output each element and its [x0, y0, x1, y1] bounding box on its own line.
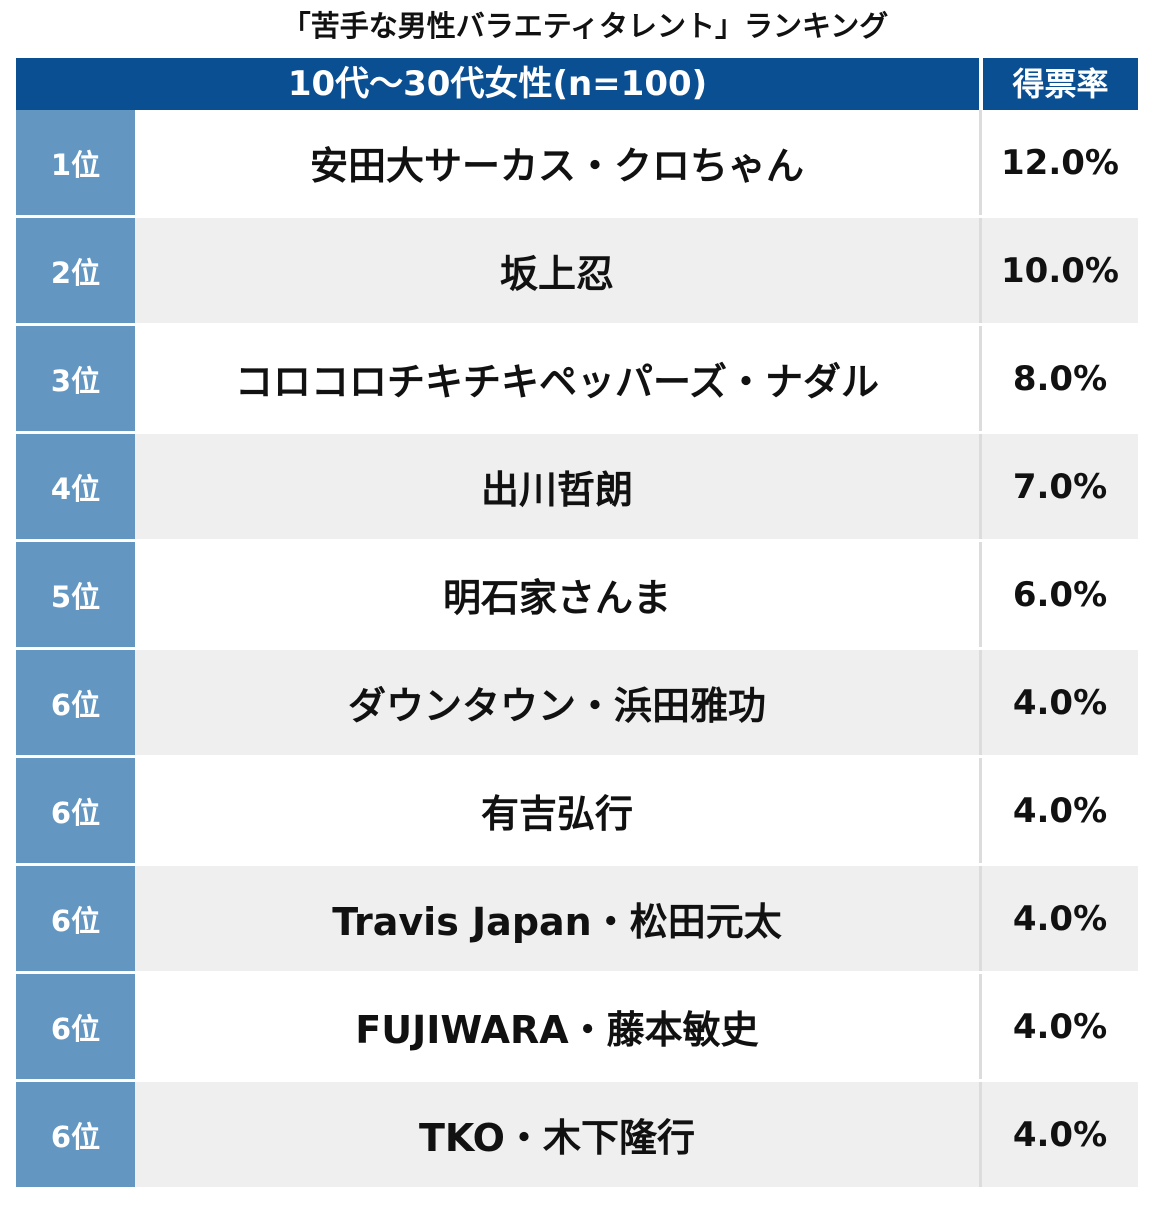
rate-cell: 4.0%	[982, 974, 1138, 1079]
rank-cell: 6位	[16, 1082, 135, 1187]
column-divider	[979, 326, 982, 431]
column-divider	[979, 758, 982, 863]
rank-cell: 2位	[16, 218, 135, 323]
name-cell: FUJIWARA・藤本敏史	[135, 974, 979, 1079]
table-row: 6位 ダウンタウン・浜田雅功 4.0%	[16, 650, 1138, 758]
table-row: 3位 コロコロチキチキペッパーズ・ナダル 8.0%	[16, 326, 1138, 434]
column-divider	[979, 218, 982, 323]
rank-cell: 3位	[16, 326, 135, 431]
table-header: 10代〜30代女性(n=100) 得票率	[16, 58, 1138, 110]
table-row: 5位 明石家さんま 6.0%	[16, 542, 1138, 650]
name-cell: Travis Japan・松田元太	[135, 866, 979, 971]
header-rate-label: 得票率	[1012, 65, 1109, 103]
rank-cell: 6位	[16, 758, 135, 863]
name-cell: ダウンタウン・浜田雅功	[135, 650, 979, 755]
rate-cell: 8.0%	[982, 326, 1138, 431]
table-row: 6位 有吉弘行 4.0%	[16, 758, 1138, 866]
rank-cell: 1位	[16, 110, 135, 215]
rate-cell: 4.0%	[982, 1082, 1138, 1187]
rank-cell: 4位	[16, 434, 135, 539]
name-cell: 坂上忍	[135, 218, 979, 323]
rate-cell: 10.0%	[982, 218, 1138, 323]
name-cell: 安田大サーカス・クロちゃん	[135, 110, 979, 215]
header-divider	[979, 58, 983, 110]
column-divider	[979, 1082, 982, 1187]
table-row: 1位 安田大サーカス・クロちゃん 12.0%	[16, 110, 1138, 218]
rank-cell: 6位	[16, 974, 135, 1079]
table-row: 6位 TKO・木下隆行 4.0%	[16, 1082, 1138, 1190]
chart-title: 「苦手な男性バラエティタレント」ランキング	[281, 9, 889, 43]
name-cell: 有吉弘行	[135, 758, 979, 863]
rank-cell: 6位	[16, 650, 135, 755]
rate-cell: 4.0%	[982, 758, 1138, 863]
table-row: 2位 坂上忍 10.0%	[16, 218, 1138, 326]
column-divider	[979, 110, 982, 215]
header-group-label: 10代〜30代女性(n=100)	[287, 64, 708, 104]
rate-cell: 4.0%	[982, 650, 1138, 755]
name-cell: 明石家さんま	[135, 542, 979, 647]
rate-cell: 7.0%	[982, 434, 1138, 539]
name-cell: 出川哲朗	[135, 434, 979, 539]
rate-cell: 6.0%	[982, 542, 1138, 647]
rank-cell: 5位	[16, 542, 135, 647]
rate-cell: 12.0%	[982, 110, 1138, 215]
column-divider	[979, 434, 982, 539]
column-divider	[979, 866, 982, 971]
table-row: 6位 FUJIWARA・藤本敏史 4.0%	[16, 974, 1138, 1082]
table-row: 4位 出川哲朗 7.0%	[16, 434, 1138, 542]
table-body: 1位 安田大サーカス・クロちゃん 12.0% 2位 坂上忍 10.0% 3位 コ…	[16, 110, 1138, 1190]
name-cell: TKO・木下隆行	[135, 1082, 979, 1187]
table-row: 6位 Travis Japan・松田元太 4.0%	[16, 866, 1138, 974]
rate-cell: 4.0%	[982, 866, 1138, 971]
column-divider	[979, 542, 982, 647]
ranking-table: 10代〜30代女性(n=100) 得票率 1位 安田大サーカス・クロちゃん 12…	[16, 58, 1138, 1190]
column-divider	[979, 974, 982, 1079]
name-cell: コロコロチキチキペッパーズ・ナダル	[135, 326, 979, 431]
column-divider	[979, 650, 982, 755]
rank-cell: 6位	[16, 866, 135, 971]
